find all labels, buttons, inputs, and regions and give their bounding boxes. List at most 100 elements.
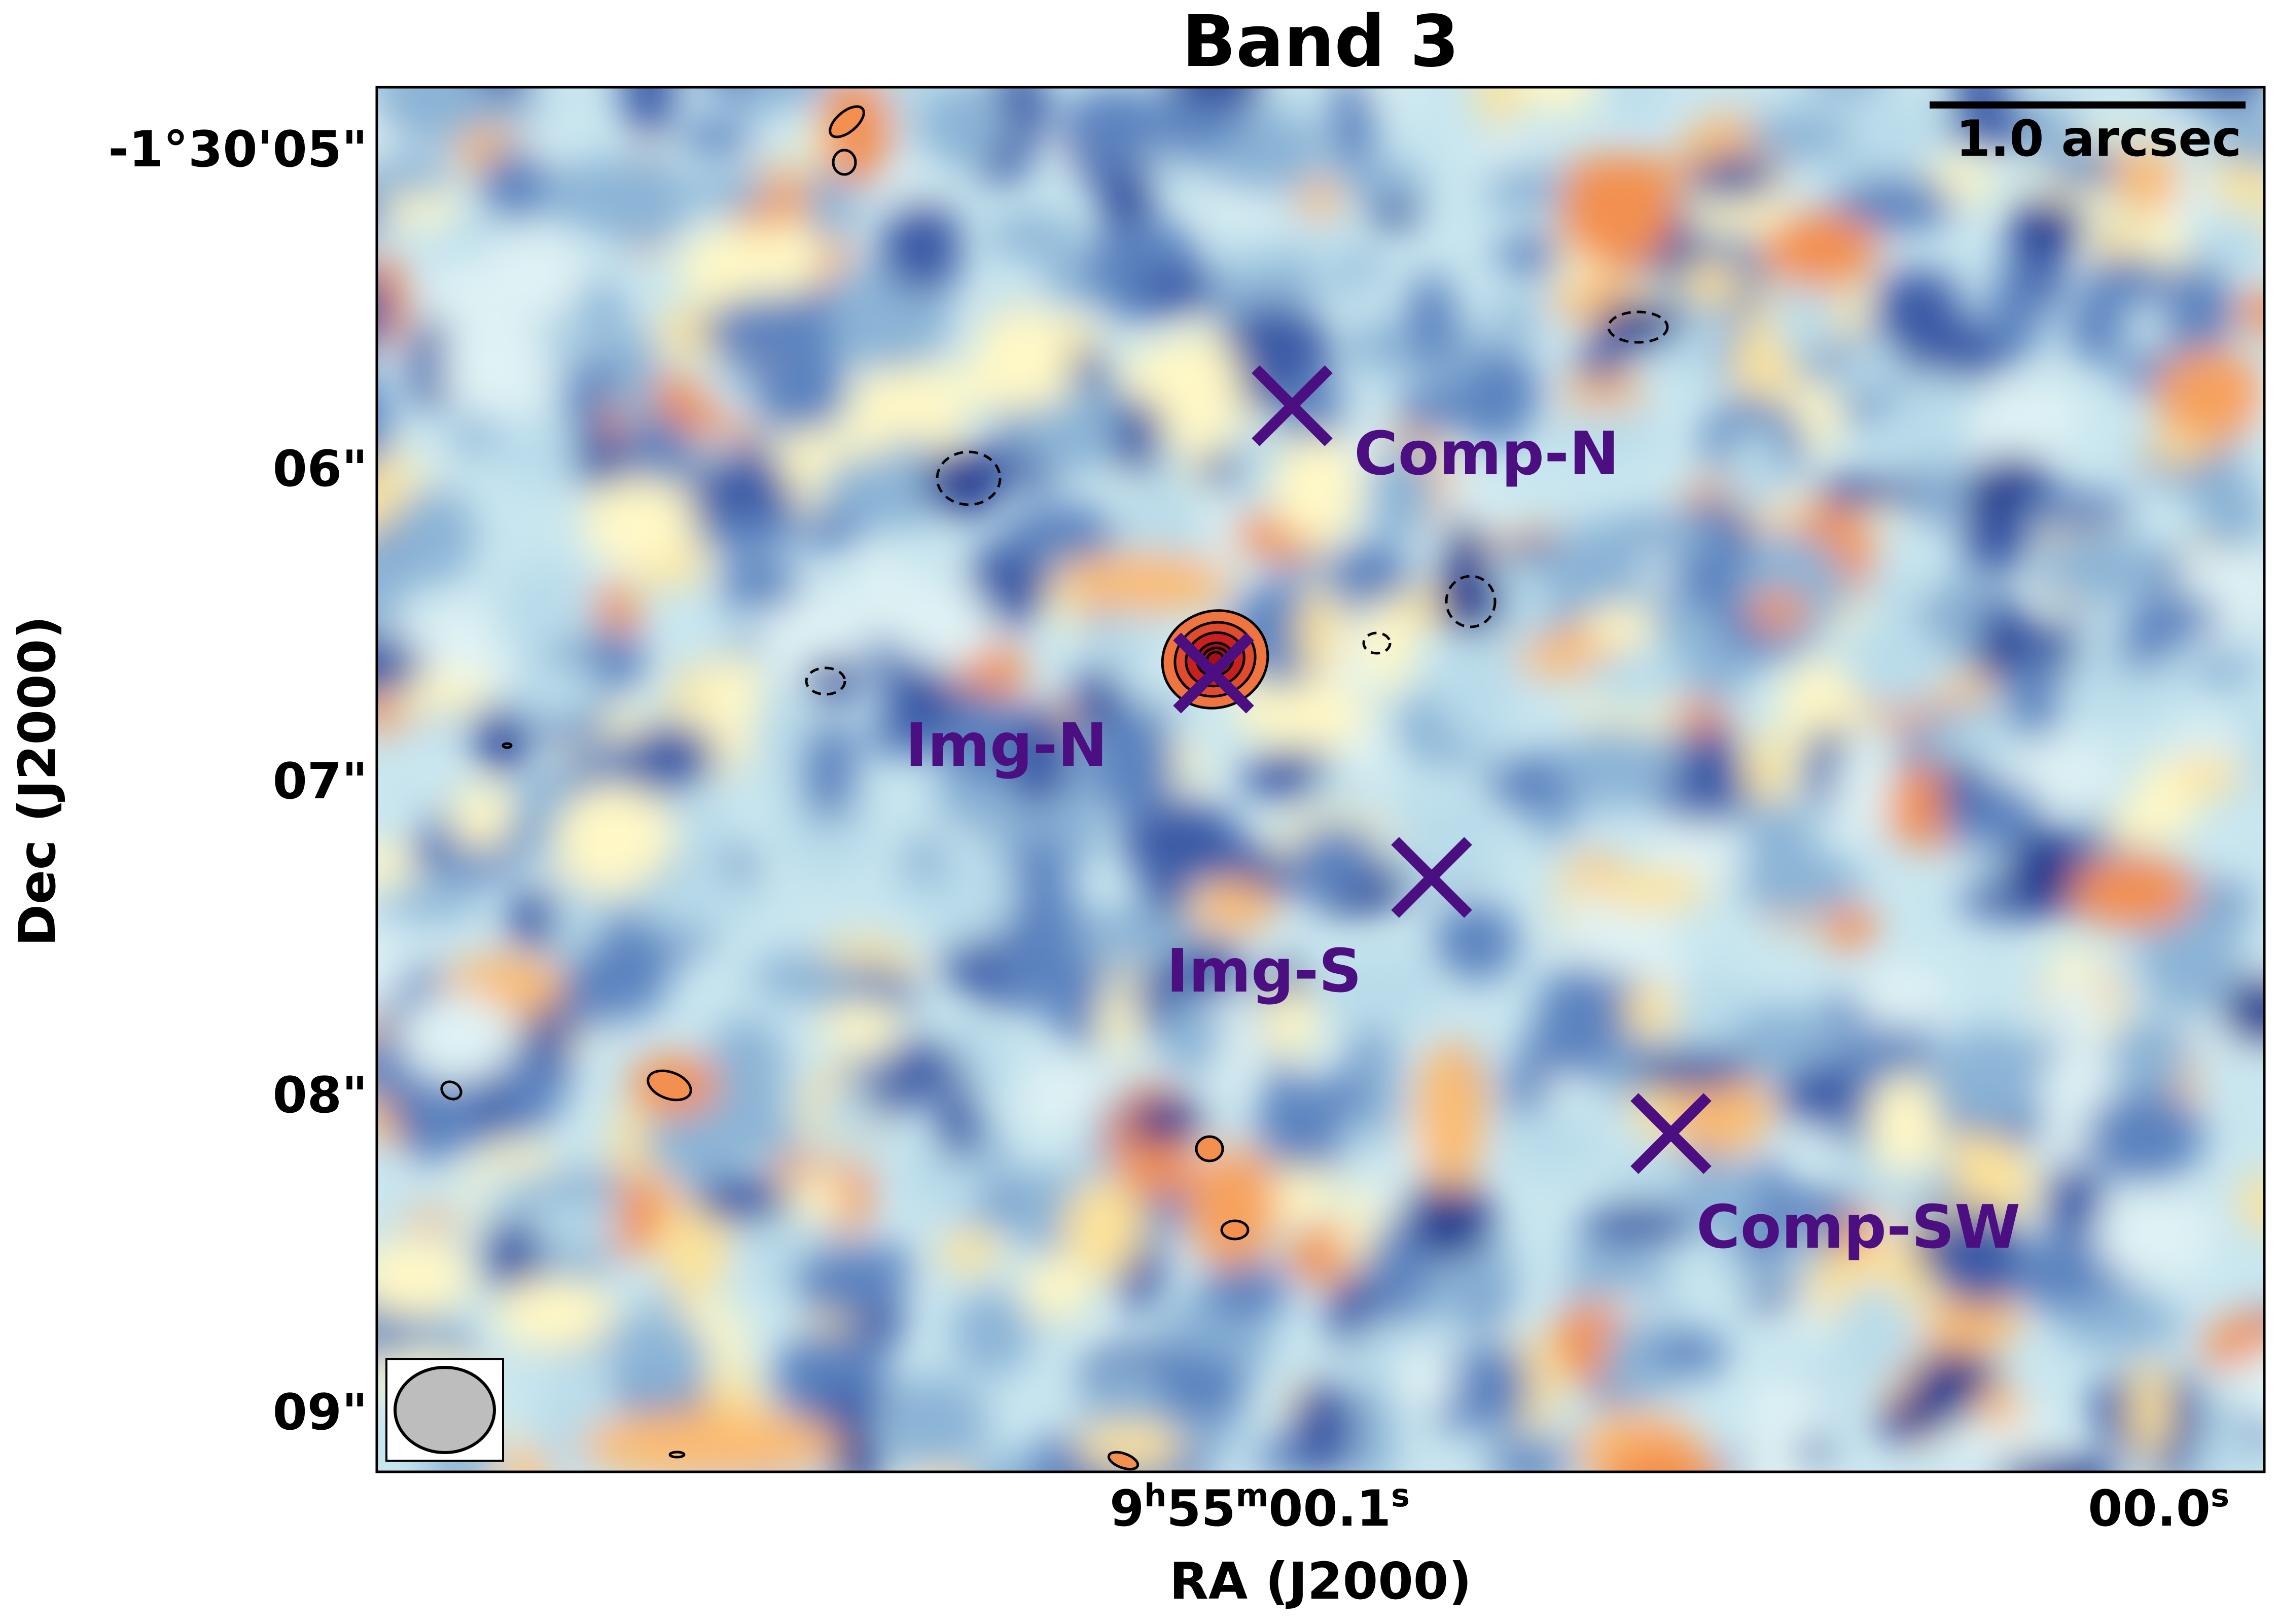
noise-blob bbox=[1356, 1042, 1400, 1151]
noise-blob bbox=[800, 509, 861, 551]
noise-blob bbox=[1747, 731, 1791, 816]
noise-blob bbox=[1584, 1202, 1706, 1244]
noise-blob bbox=[1986, 265, 2040, 366]
noise-blob bbox=[321, 279, 376, 335]
noise-blob bbox=[757, 221, 824, 293]
noise-blob bbox=[821, 1000, 902, 1052]
noise-blob bbox=[693, 515, 798, 551]
noise-blob bbox=[1613, 87, 1659, 125]
noise-blob bbox=[1813, 474, 1910, 510]
y-tick-label: 08" bbox=[273, 1067, 368, 1124]
noise-blob bbox=[494, 1277, 615, 1351]
noise-blob bbox=[1003, 504, 1117, 564]
noise-blob bbox=[754, 348, 848, 434]
noise-blob bbox=[1328, 541, 1410, 618]
noise-blob bbox=[1937, 1207, 2024, 1307]
noise-blob bbox=[1361, 598, 1415, 691]
noise-blob bbox=[377, 933, 403, 1011]
noise-blob bbox=[2137, 918, 2242, 1013]
beam-ellipse bbox=[394, 1366, 496, 1454]
x-axis-label: RA (J2000) bbox=[1169, 1551, 1472, 1611]
y-tick-label: 09" bbox=[273, 1384, 368, 1441]
noise-blob bbox=[1577, 654, 1693, 710]
x-tick-label: 9h55m00.1s bbox=[1110, 1477, 1410, 1538]
noise-blob bbox=[1520, 87, 1595, 114]
noise-blob bbox=[1298, 588, 1342, 676]
noise-blob bbox=[1063, 87, 1167, 166]
noise-blob bbox=[2189, 644, 2257, 689]
noise-blob bbox=[801, 719, 857, 825]
noise-blob bbox=[1667, 1070, 1772, 1154]
noise-blob bbox=[453, 414, 497, 455]
noise-blob bbox=[2084, 1090, 2204, 1183]
noise-blob bbox=[377, 1238, 472, 1318]
noise-blob bbox=[377, 634, 423, 696]
noise-blob bbox=[2096, 1190, 2214, 1283]
noise-blob bbox=[973, 1454, 1030, 1472]
noise-blob bbox=[1675, 632, 1752, 703]
noise-blob bbox=[1530, 805, 1578, 845]
noise-blob bbox=[880, 435, 935, 531]
noise-blob bbox=[1323, 951, 1440, 1031]
noise-blob bbox=[2005, 827, 2086, 918]
positive-contour bbox=[832, 149, 857, 176]
noise-blob bbox=[901, 583, 991, 669]
emission-feature bbox=[1415, 1040, 1486, 1192]
marker-label: Comp-N bbox=[1354, 418, 1619, 488]
noise-blob bbox=[411, 1089, 484, 1153]
noise-blob bbox=[2071, 856, 2196, 929]
noise-blob bbox=[1121, 800, 1240, 883]
noise-blob bbox=[1063, 1180, 1143, 1278]
noise-blob bbox=[1732, 333, 1794, 404]
emission-feature bbox=[1826, 905, 1876, 951]
noise-blob bbox=[1352, 1381, 1394, 1472]
y-tick-label: -1°30'05" bbox=[108, 121, 368, 179]
noise-blob bbox=[493, 563, 598, 666]
noise-blob bbox=[1218, 224, 1280, 269]
noise-blob bbox=[1271, 435, 1360, 542]
noise-blob bbox=[1682, 261, 1742, 307]
noise-blob bbox=[528, 1198, 622, 1247]
figure-title: Band 3 bbox=[1182, 1, 1459, 83]
noise-blob bbox=[1727, 425, 1781, 515]
noise-blob bbox=[2010, 198, 2085, 252]
emission-feature bbox=[923, 446, 1004, 517]
noise-blob bbox=[680, 118, 752, 155]
noise-blob bbox=[1368, 443, 1436, 543]
marker-img-s: Img-S bbox=[1166, 837, 1472, 1006]
noise-blob bbox=[1944, 101, 2037, 148]
marker-layer: Comp-N Img-N Img-S Comp-SW bbox=[905, 365, 2020, 1262]
noise-blob bbox=[1762, 211, 1879, 289]
noise-blob bbox=[2043, 1161, 2104, 1238]
noise-blob bbox=[1022, 1255, 1090, 1322]
marker-comp-sw: Comp-SW bbox=[1630, 1093, 2020, 1262]
noise-blob bbox=[377, 545, 407, 632]
noise-blob bbox=[1778, 1065, 1861, 1126]
noise-blob bbox=[2012, 490, 2133, 531]
noise-blob bbox=[1689, 156, 1777, 201]
noise-blob bbox=[400, 992, 515, 1083]
noise-blob bbox=[1675, 967, 1741, 1051]
noise-blob bbox=[940, 1229, 1000, 1274]
noise-blob bbox=[1019, 1058, 1117, 1135]
noise-blob bbox=[2115, 145, 2181, 214]
noise-blob bbox=[1434, 903, 1519, 981]
noise-blob bbox=[717, 560, 802, 611]
noise-blob bbox=[1493, 299, 1538, 341]
noise-blob bbox=[2237, 1175, 2264, 1231]
noise-blob bbox=[1576, 343, 1627, 383]
noise-blob bbox=[410, 319, 458, 411]
noise-blob bbox=[1155, 1351, 1247, 1423]
negative-contour bbox=[1362, 631, 1392, 655]
x-axis: 9h55m00.1s 00.0s RA (J2000) bbox=[1110, 1477, 2229, 1611]
noise-blob bbox=[1291, 1381, 1361, 1472]
noise-blob bbox=[2083, 256, 2175, 305]
noise-blob bbox=[1625, 982, 1679, 1040]
noise-blob bbox=[1738, 850, 1861, 917]
noise-blob bbox=[986, 215, 1080, 258]
noise-blob bbox=[1748, 592, 1809, 630]
noise-blob bbox=[1298, 181, 1341, 219]
noise-blob bbox=[441, 311, 554, 417]
emission-feature bbox=[822, 87, 893, 185]
x-tick-label: 00.0s bbox=[2088, 1477, 2229, 1538]
